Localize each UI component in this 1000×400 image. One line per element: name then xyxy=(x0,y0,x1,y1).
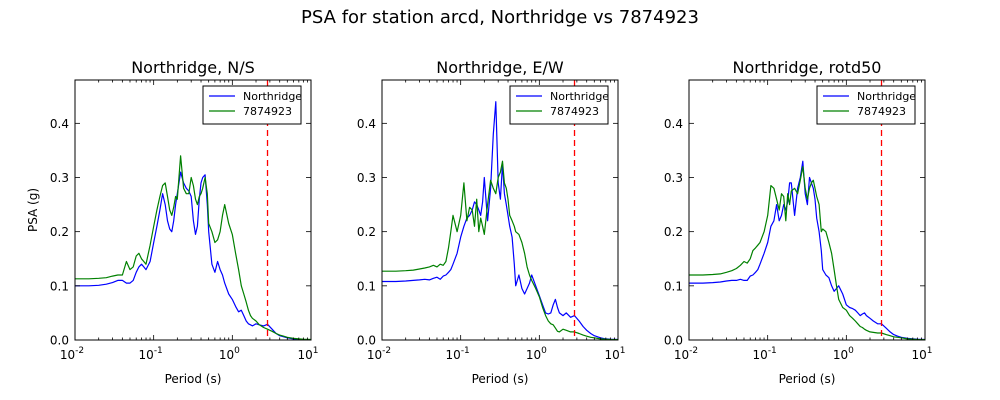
subplot-2: Northridge, E/W10-2 10-1 100 1010.00.10.20.… xyxy=(357,58,626,386)
y-tick-label: 0.0 xyxy=(50,334,69,348)
legend: Northridge 7874923 xyxy=(816,85,916,125)
x-tick-label-exponent: -2 xyxy=(689,346,698,356)
x-tick-label: 10-2 xyxy=(674,346,698,362)
x-tick-label-exponent: 1 xyxy=(927,346,933,356)
x-tick-label-exponent: -1 xyxy=(461,346,470,356)
x-tick-label-base: 10 xyxy=(753,348,768,362)
x-tick-label: 10-2 xyxy=(367,346,391,362)
legend-label: Northridge xyxy=(857,90,916,103)
subplot-grid: Northridge, N/S10-2 10-1 100 1010.00.10.20.… xyxy=(26,58,933,386)
y-tick-label: 0.0 xyxy=(664,334,683,348)
x-tick-label-exponent: -1 xyxy=(768,346,777,356)
subplot-title: Northridge, N/S xyxy=(131,58,255,77)
axes-frame xyxy=(74,79,312,341)
x-tick-label-exponent: -1 xyxy=(154,346,163,356)
x-tick-label: 10-2 xyxy=(60,346,84,362)
x-tick-label: 101 xyxy=(604,346,625,362)
series-line-simulation xyxy=(382,160,618,340)
legend-label: Northridge xyxy=(243,90,302,103)
figure-title: PSA for station arcd, Northridge vs 7874… xyxy=(301,7,699,28)
x-tick-label-base: 10 xyxy=(526,348,541,362)
series-line-northridge xyxy=(382,101,618,340)
y-tick-label: 0.3 xyxy=(664,171,683,185)
series-line-northridge xyxy=(689,160,925,340)
subplot-1: Northridge, N/S10-2 10-1 100 1010.00.10.20.… xyxy=(26,58,319,386)
legend-label: 7874923 xyxy=(550,105,599,118)
x-tick-label: 10-1 xyxy=(446,346,470,362)
x-tick-label-base: 10 xyxy=(446,348,461,362)
x-tick-label-base: 10 xyxy=(139,348,154,362)
x-tick-label-base: 10 xyxy=(367,348,382,362)
subplot-title: Northridge, rotd50 xyxy=(733,58,882,77)
legend: Northridge 7874923 xyxy=(202,85,302,125)
x-axis-label: Period (s) xyxy=(779,372,836,386)
y-tick-label: 0.1 xyxy=(664,279,683,293)
y-tick-label: 0.4 xyxy=(357,117,376,131)
x-tick-label-exponent: 0 xyxy=(848,346,854,356)
subplot-title: Northridge, E/W xyxy=(436,58,564,77)
x-axis-label: Period (s) xyxy=(472,372,529,386)
y-tick-label: 0.4 xyxy=(664,117,683,131)
legend-box xyxy=(816,85,916,125)
legend-box xyxy=(509,85,609,125)
x-tick-label-base: 10 xyxy=(297,348,312,362)
x-tick-label-base: 10 xyxy=(674,348,689,362)
y-tick-label: 0.3 xyxy=(357,171,376,185)
x-tick-label-base: 10 xyxy=(219,348,234,362)
x-tick-label-exponent: -2 xyxy=(75,346,84,356)
x-tick-label: 101 xyxy=(911,346,932,362)
x-tick-label-base: 10 xyxy=(911,348,926,362)
y-axis-label: PSA (g) xyxy=(26,188,40,232)
x-tick-label-exponent: -2 xyxy=(382,346,391,356)
y-tick-label: 0.2 xyxy=(664,225,683,239)
y-tick-label: 0.2 xyxy=(50,225,69,239)
x-tick-label-base: 10 xyxy=(60,348,75,362)
x-tick-label-exponent: 1 xyxy=(620,346,626,356)
x-tick-label: 101 xyxy=(297,346,318,362)
legend-label: 7874923 xyxy=(857,105,906,118)
series-line-northridge xyxy=(75,171,311,340)
y-tick-label: 0.2 xyxy=(357,225,376,239)
x-tick-label-base: 10 xyxy=(833,348,848,362)
y-tick-label: 0.3 xyxy=(50,171,69,185)
y-tick-label: 0.1 xyxy=(50,279,69,293)
y-tick-label: 0.0 xyxy=(357,334,376,348)
x-tick-label-exponent: 1 xyxy=(313,346,319,356)
legend-label: Northridge xyxy=(550,90,609,103)
y-tick-label: 0.4 xyxy=(50,117,69,131)
legend: Northridge 7874923 xyxy=(509,85,609,125)
x-tick-label: 10-1 xyxy=(139,346,163,362)
axes-frame xyxy=(688,79,926,341)
x-axis-label: Period (s) xyxy=(165,372,222,386)
x-tick-label: 100 xyxy=(833,346,854,362)
x-tick-label: 10-1 xyxy=(753,346,777,362)
series-line-simulation xyxy=(75,155,311,340)
x-tick-label-exponent: 0 xyxy=(234,346,240,356)
x-tick-label-exponent: 0 xyxy=(541,346,547,356)
x-tick-label: 100 xyxy=(219,346,240,362)
x-tick-label-base: 10 xyxy=(604,348,619,362)
legend-box xyxy=(202,85,302,125)
x-tick-label: 100 xyxy=(526,346,547,362)
series-line-simulation xyxy=(689,166,925,340)
legend-label: 7874923 xyxy=(243,105,292,118)
axes-frame xyxy=(381,79,619,341)
y-tick-label: 0.1 xyxy=(357,279,376,293)
